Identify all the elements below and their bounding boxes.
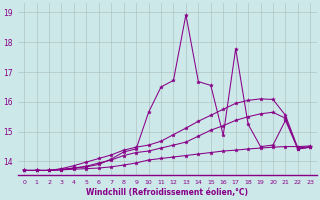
X-axis label: Windchill (Refroidissement éolien,°C): Windchill (Refroidissement éolien,°C) [86, 188, 248, 197]
